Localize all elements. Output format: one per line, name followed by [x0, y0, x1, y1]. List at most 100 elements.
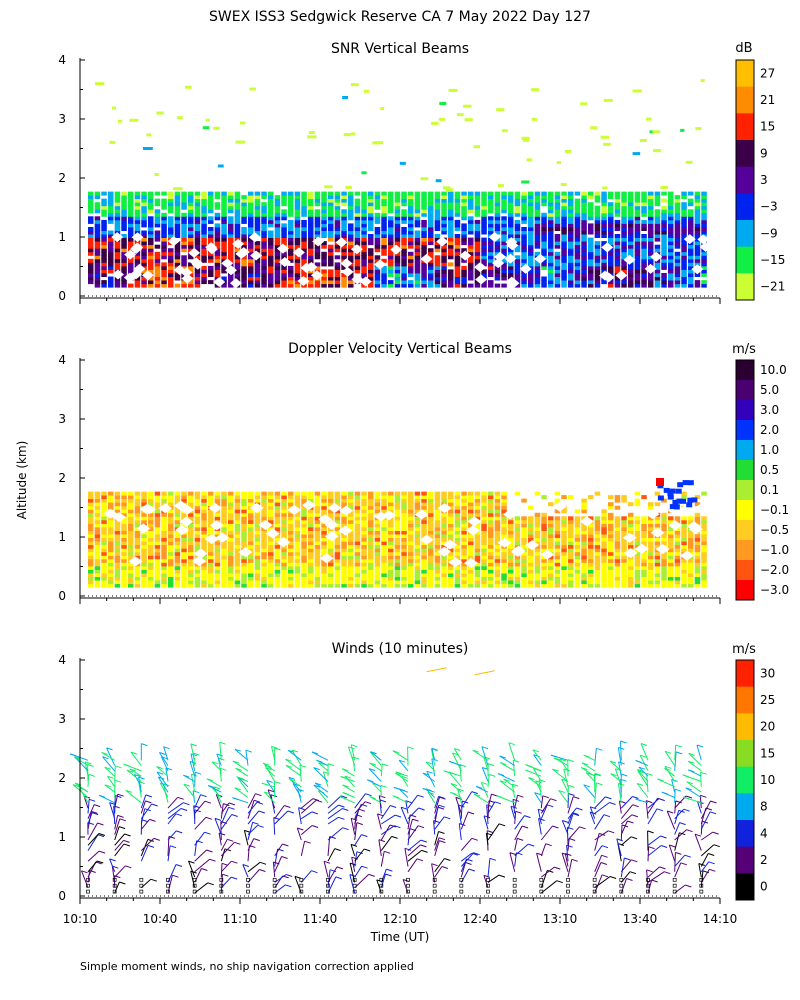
doppler-cell: [161, 576, 167, 581]
snr-cell: [88, 219, 94, 224]
snr-cell: [294, 219, 301, 224]
snr-cell: [561, 191, 567, 196]
doppler-cell: [234, 576, 241, 581]
doppler-cell: [341, 502, 347, 507]
doppler-cell: [268, 541, 274, 546]
doppler-cell: [541, 534, 547, 538]
doppler-cell: [381, 534, 387, 538]
doppler-cell: [641, 527, 647, 531]
snr-cell: [161, 255, 167, 260]
snr-cell: [594, 269, 601, 274]
snr-echo: [185, 85, 192, 89]
doppler-cell: [301, 512, 307, 517]
doppler-cell: [448, 583, 454, 588]
doppler-cell: [608, 495, 614, 500]
snr-cell: [521, 255, 527, 260]
doppler-cell: [261, 565, 267, 570]
doppler-cell: [661, 562, 667, 567]
snr-cell: [548, 219, 554, 224]
snr-cell: [348, 244, 354, 249]
doppler-cell: [281, 530, 287, 535]
doppler-cell: [648, 544, 654, 549]
doppler-cell: [368, 519, 374, 524]
doppler-cell: [641, 495, 647, 500]
doppler-cell: [408, 544, 414, 549]
doppler-cell: [321, 551, 327, 556]
doppler-cell: [354, 502, 361, 507]
doppler-cell: [428, 558, 434, 563]
doppler-cell: [381, 519, 387, 524]
doppler-cell: [614, 530, 621, 535]
snr-cell: [274, 219, 281, 224]
doppler-cell: [601, 523, 607, 528]
doppler-cell: [421, 516, 427, 521]
doppler-cell: [134, 534, 141, 538]
snr-cell: [594, 223, 601, 228]
doppler-cell: [301, 527, 307, 531]
snr-cell: [148, 219, 154, 224]
snr-cell: [261, 195, 267, 200]
snr-cell: [401, 276, 407, 281]
snr-cell: [221, 255, 227, 260]
snr-cell: [454, 191, 461, 196]
doppler-cell: [448, 548, 454, 553]
doppler-cell: [94, 527, 101, 531]
snr-cell: [641, 280, 647, 285]
doppler-cell: [388, 573, 394, 577]
doppler-cell: [188, 495, 194, 500]
doppler-cell: [334, 512, 341, 517]
doppler-cell: [314, 537, 321, 542]
snr-cell: [268, 237, 274, 242]
doppler-cell: [534, 512, 541, 517]
doppler-cell: [621, 516, 627, 521]
snr-cell: [568, 269, 574, 274]
snr-cell: [141, 241, 147, 246]
snr-cell: [681, 248, 687, 253]
doppler-cell: [141, 498, 147, 503]
snr-cell: [461, 273, 467, 277]
snr-cell: [408, 223, 414, 228]
snr-cell: [661, 216, 667, 221]
snr-cell: [648, 223, 654, 228]
snr-cell: [248, 223, 254, 228]
snr-cell: [561, 248, 567, 253]
snr-cell: [474, 219, 481, 224]
snr-cell: [248, 251, 254, 256]
doppler-cell: [441, 558, 447, 563]
snr-cell: [161, 230, 167, 235]
snr-cell: [408, 212, 414, 217]
doppler-cell: [88, 537, 94, 542]
doppler-cell: [554, 527, 561, 531]
doppler-cell: [228, 502, 234, 507]
snr-cell: [361, 212, 367, 217]
snr-cell: [288, 195, 294, 200]
doppler-cell: [381, 544, 387, 549]
doppler-cell: [88, 523, 94, 528]
snr-cell: [554, 255, 561, 260]
doppler-cell: [541, 573, 547, 577]
doppler-cell: [174, 491, 181, 496]
doppler-cell: [401, 544, 407, 549]
doppler-cell: [321, 541, 327, 546]
snr-echo: [439, 102, 447, 105]
doppler-cell: [421, 502, 427, 507]
snr-cell: [461, 283, 467, 288]
doppler-cell: [554, 541, 561, 546]
doppler-cell: [501, 502, 507, 507]
snr-cell: [394, 219, 401, 224]
snr-cell: [588, 280, 594, 285]
snr-cell: [441, 195, 447, 200]
snr-cell: [148, 280, 154, 285]
doppler-cell: [314, 491, 321, 496]
doppler-cell: [294, 580, 301, 585]
snr-cell: [341, 195, 347, 200]
doppler-cell: [114, 548, 121, 553]
snr-cell: [314, 209, 321, 214]
doppler-cell: [241, 562, 247, 567]
doppler-cell: [634, 569, 641, 574]
snr-cell: [568, 205, 574, 210]
snr-echo: [343, 133, 352, 137]
snr-cell: [88, 251, 94, 256]
snr-cell: [188, 248, 194, 253]
snr-cell: [641, 255, 647, 260]
